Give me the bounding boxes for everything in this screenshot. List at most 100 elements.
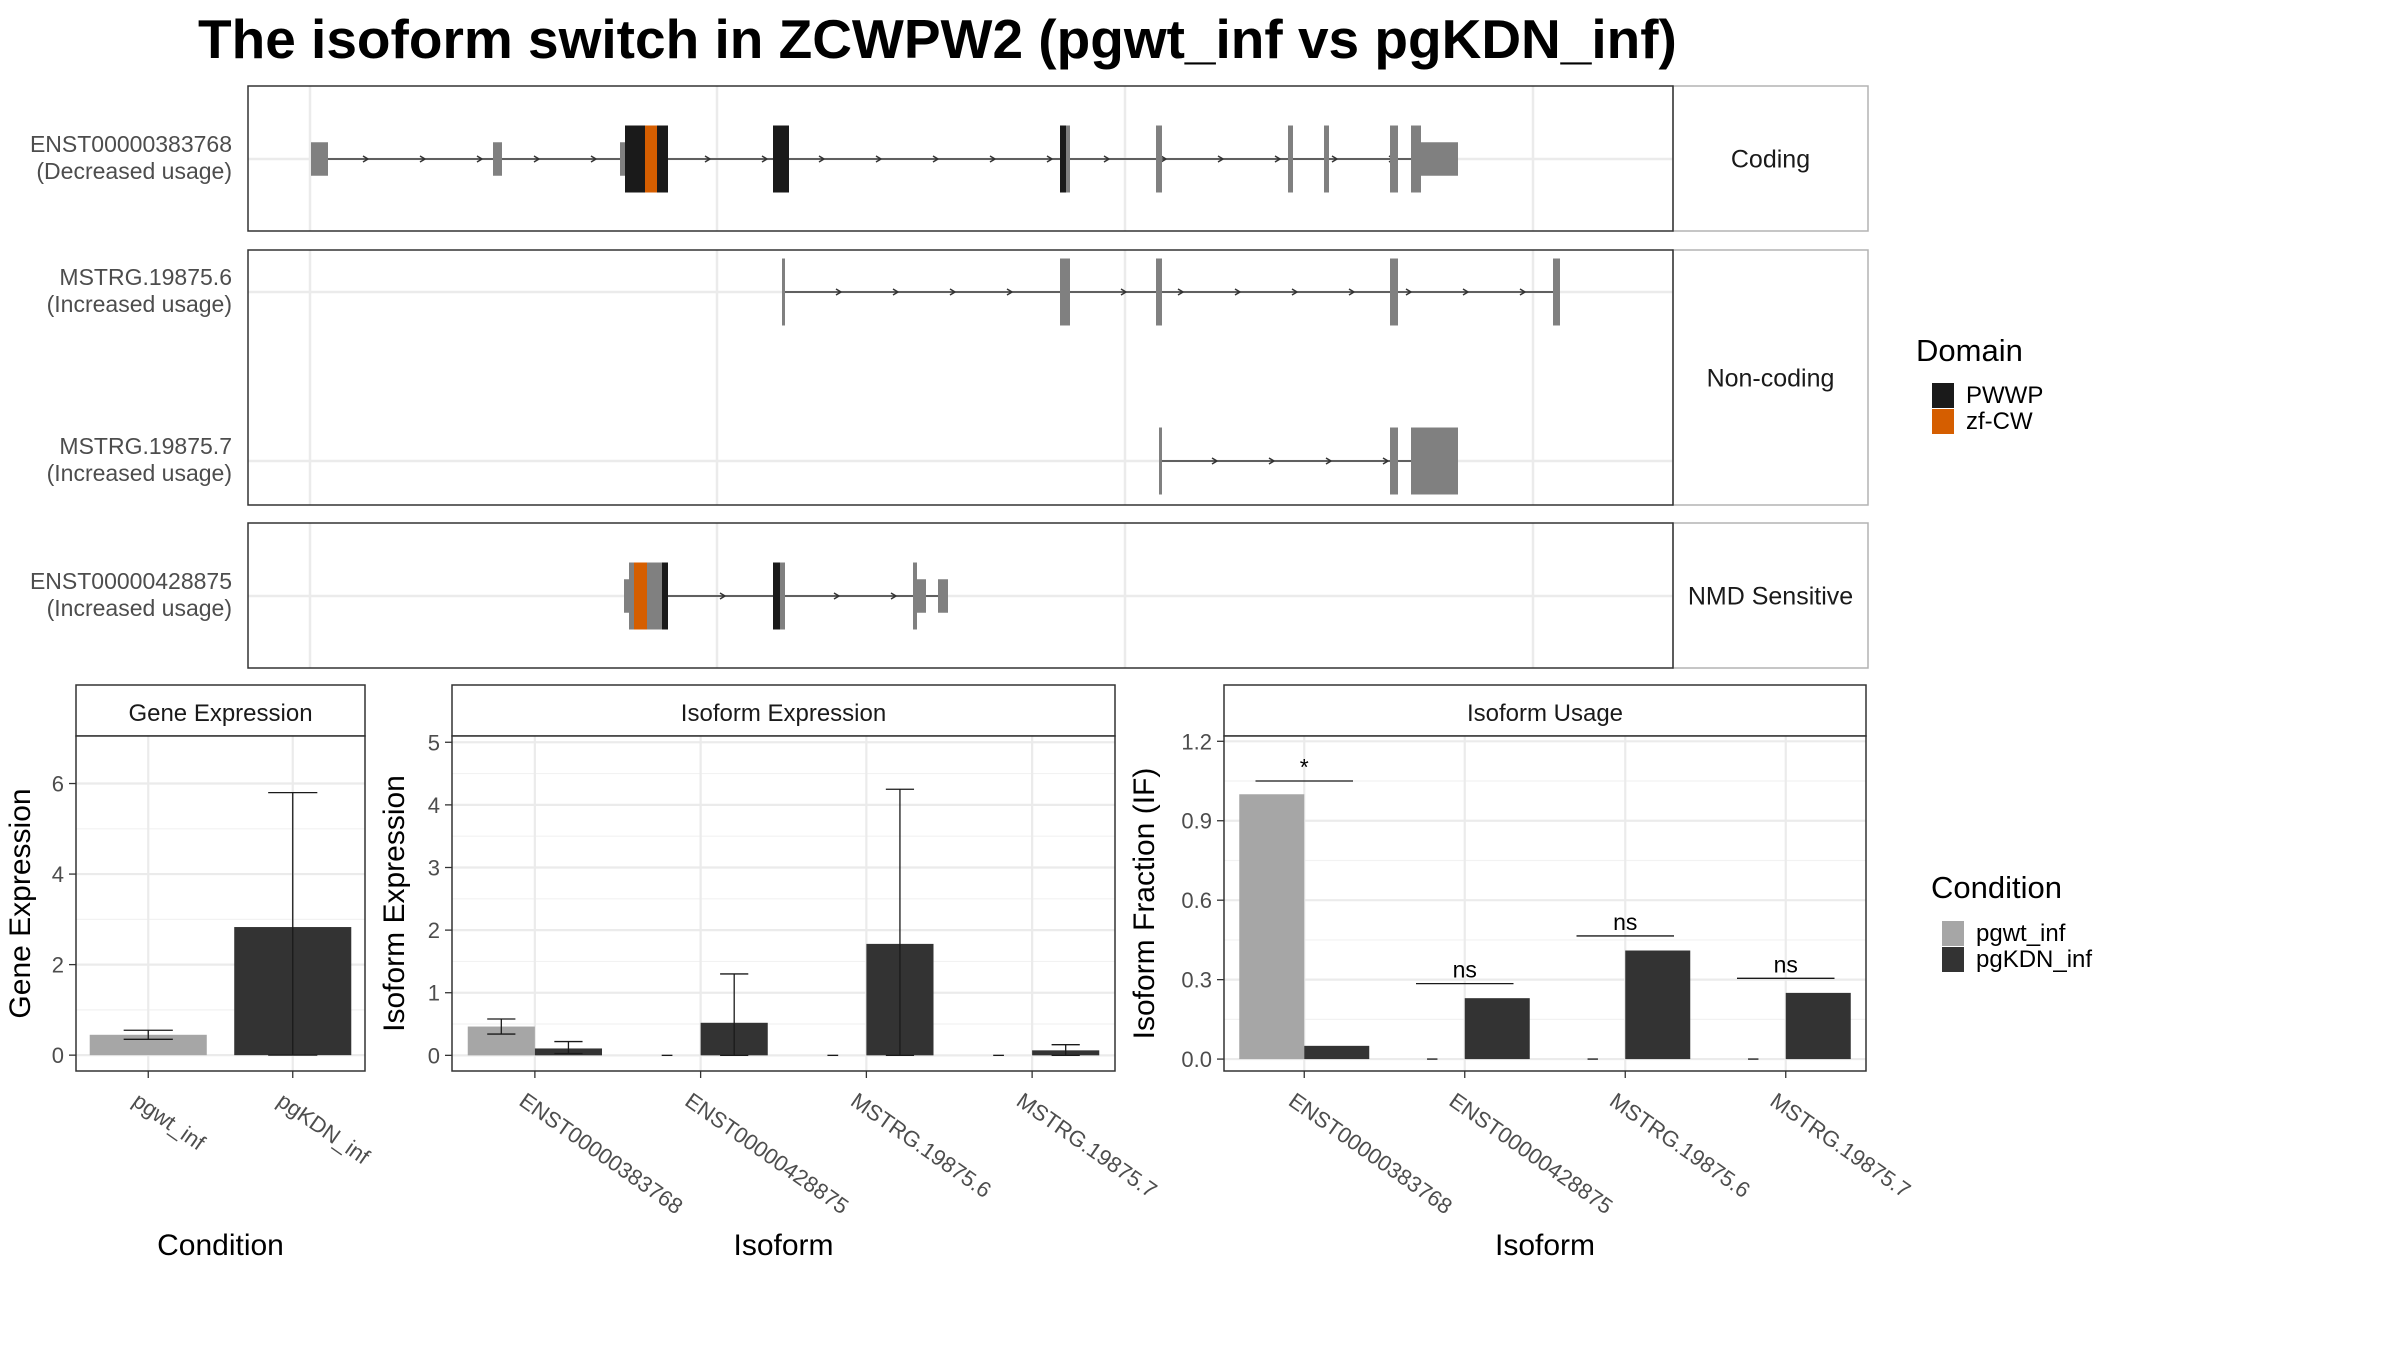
y-tick-label: 0 bbox=[52, 1043, 64, 1068]
x-axis-title: Condition bbox=[157, 1229, 284, 1262]
exon bbox=[1553, 258, 1560, 326]
intron-arrow bbox=[1325, 457, 1333, 465]
intron-arrow bbox=[590, 155, 598, 163]
significance-label: ns bbox=[1613, 909, 1637, 935]
transcript-usage-label: (Increased usage) bbox=[47, 291, 232, 317]
exon bbox=[629, 562, 634, 630]
figure-title: The isoform switch in ZCWPW2 (pgwt_inf v… bbox=[198, 8, 1677, 70]
condition-legend-label: pgwt_inf bbox=[1976, 920, 2066, 947]
exon bbox=[1060, 258, 1070, 326]
intron-arrow bbox=[533, 155, 541, 163]
x-tick-label: MSTRG.19875.6 bbox=[846, 1088, 996, 1203]
intron-arrow bbox=[1519, 288, 1527, 296]
bar-charts: Gene Expression 0 2 4 6 pgwt_inf pgKDN_inf Cond… bbox=[4, 684, 1916, 1262]
exon bbox=[1421, 142, 1458, 176]
y-tick-label: 5 bbox=[428, 730, 440, 755]
chart-strip bbox=[1223, 684, 1867, 737]
condition-legend-swatch bbox=[1942, 921, 1964, 946]
bar-pgKDN_inf bbox=[1464, 998, 1530, 1060]
x-tick-label: ENST00000383768 bbox=[515, 1088, 688, 1219]
exon bbox=[1066, 125, 1070, 193]
chart-0: Gene Expression 0 2 4 6 pgwt_inf pgKDN_inf Cond… bbox=[4, 684, 375, 1262]
intron-arrow bbox=[892, 288, 900, 296]
y-tick-label: 3 bbox=[428, 855, 440, 880]
y-tick-label: 0.3 bbox=[1181, 968, 1212, 993]
intron-arrow bbox=[1291, 288, 1299, 296]
transcript-id-label: ENST00000383768 bbox=[30, 131, 232, 157]
intron-arrow bbox=[704, 155, 712, 163]
facet-strip-label: Non-coding bbox=[1707, 365, 1835, 393]
transcript-id-label: MSTRG.19875.6 bbox=[59, 264, 232, 290]
zfcw-domain-exon bbox=[634, 562, 647, 630]
exon bbox=[493, 142, 502, 176]
transcript-id-label: ENST00000428875 bbox=[30, 568, 232, 594]
intron-arrow bbox=[890, 592, 898, 600]
x-axis-title: Isoform bbox=[1495, 1229, 1595, 1262]
intron-arrow bbox=[1103, 155, 1111, 163]
facet-strip-label: Coding bbox=[1731, 146, 1810, 174]
intron-arrow bbox=[1462, 288, 1470, 296]
y-tick-label: 0 bbox=[428, 1043, 440, 1068]
domain-legend-swatch bbox=[1932, 383, 1954, 408]
chart-strip bbox=[75, 684, 366, 737]
domain-legend-title: Domain bbox=[1916, 333, 2023, 368]
intron-arrow bbox=[875, 155, 883, 163]
pwwp-domain-exon bbox=[662, 562, 668, 630]
intron-arrow bbox=[1234, 288, 1242, 296]
condition-legend-title: Condition bbox=[1931, 870, 2062, 905]
exon bbox=[1390, 427, 1398, 495]
zfcw-domain-exon bbox=[645, 125, 657, 193]
intron-arrow bbox=[362, 155, 370, 163]
chart-panel bbox=[452, 736, 1115, 1071]
chart-panel bbox=[1224, 736, 1866, 1071]
pwwp-domain-exon bbox=[773, 562, 780, 630]
x-tick-label: MSTRG.19875.7 bbox=[1012, 1088, 1162, 1203]
pwwp-domain-exon bbox=[657, 125, 662, 193]
exon bbox=[913, 562, 917, 630]
exon bbox=[1411, 125, 1421, 193]
significance-label: * bbox=[1300, 754, 1309, 780]
transcript-usage-label: (Increased usage) bbox=[47, 595, 232, 621]
facet-panel-border bbox=[247, 522, 1674, 669]
x-tick-label: pgwt_inf bbox=[128, 1088, 210, 1156]
x-tick-label: MSTRG.19875.7 bbox=[1766, 1088, 1916, 1203]
intron-arrow bbox=[1006, 288, 1014, 296]
bar-pgwt_inf bbox=[89, 1034, 207, 1056]
condition-legend-label: pgKDN_inf bbox=[1976, 946, 2092, 973]
exon bbox=[1390, 125, 1398, 193]
exon bbox=[620, 142, 625, 176]
facet-strip bbox=[1672, 249, 1869, 506]
intron-arrow bbox=[989, 155, 997, 163]
y-tick-label: 4 bbox=[428, 793, 440, 818]
intron-arrow bbox=[1046, 155, 1054, 163]
y-axis-title: Isoform Fraction (IF) bbox=[1128, 768, 1161, 1040]
bar-pgwt_inf bbox=[1239, 794, 1305, 1060]
intron-arrow bbox=[719, 592, 727, 600]
exon bbox=[1411, 427, 1458, 495]
exon bbox=[782, 258, 785, 326]
y-tick-label: 0.9 bbox=[1181, 809, 1212, 834]
bar-pgKDN_inf bbox=[1304, 1045, 1370, 1060]
exon bbox=[624, 579, 629, 613]
intron-arrow bbox=[932, 155, 940, 163]
intron-arrow bbox=[1405, 288, 1413, 296]
intron-arrow bbox=[419, 155, 427, 163]
intron-arrow bbox=[761, 155, 769, 163]
x-tick-label: ENST00000428875 bbox=[681, 1088, 854, 1219]
exon bbox=[917, 579, 926, 613]
exon bbox=[938, 579, 948, 613]
exon bbox=[1156, 125, 1162, 193]
chart-title: Gene Expression bbox=[128, 700, 312, 727]
pwwp-domain-exon bbox=[773, 125, 789, 193]
y-tick-label: 2 bbox=[428, 918, 440, 943]
exon bbox=[1156, 258, 1162, 326]
condition-legend-swatch bbox=[1942, 947, 1964, 972]
y-tick-label: 0.6 bbox=[1181, 888, 1212, 913]
domain-legend-swatch bbox=[1932, 409, 1954, 434]
y-axis-title: Gene Expression bbox=[4, 788, 37, 1018]
intron-arrow bbox=[1382, 457, 1390, 465]
intron-arrow bbox=[833, 592, 841, 600]
transcript-facet-panel bbox=[248, 250, 1673, 505]
y-tick-label: 4 bbox=[52, 862, 64, 887]
